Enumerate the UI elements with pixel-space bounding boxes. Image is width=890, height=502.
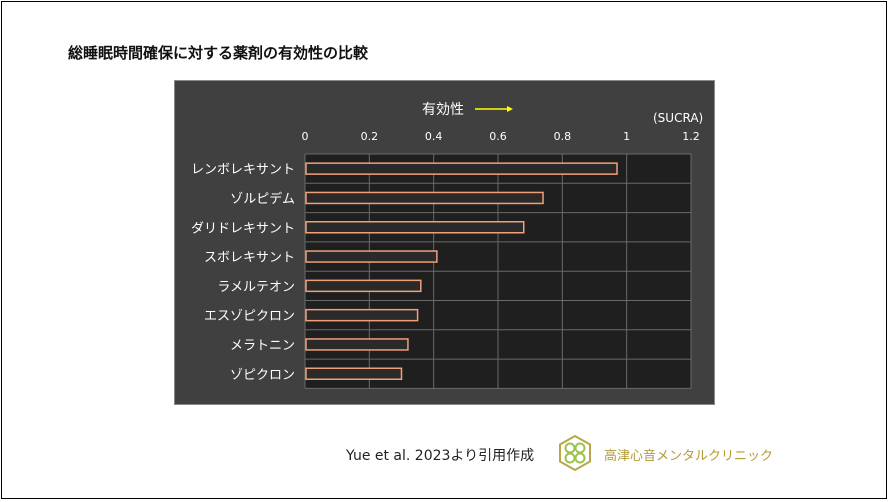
bar xyxy=(305,279,422,293)
chart-title: 有効性 xyxy=(422,102,464,118)
x-tick-label: 0.4 xyxy=(425,130,443,143)
bar xyxy=(305,221,525,234)
category-label: ゾルピデム xyxy=(230,191,295,207)
clover-logo-icon xyxy=(556,434,594,472)
chart-panel: 0 0.2 0.4 0.6 0.8 1 1.2 レンボレキサントゾルピデムダリドレキサントス… xyxy=(174,80,715,405)
x-tick-label: 1 xyxy=(623,130,630,143)
category-label: ゾピクロン xyxy=(230,368,295,383)
grid-lines xyxy=(304,153,692,389)
bars xyxy=(305,162,618,380)
slide-title: 総睡眠時間確保に対する薬剤の有効性の比較 xyxy=(68,44,369,62)
bar xyxy=(305,338,409,351)
category-label: エスゾピクロン xyxy=(204,309,295,324)
bar xyxy=(305,308,419,322)
bar xyxy=(305,367,403,380)
efficacy-arrow-icon xyxy=(475,106,513,112)
bar xyxy=(305,250,438,263)
x-axis-ticks: 0 0.2 0.4 0.6 0.8 1 1.2 xyxy=(302,130,700,143)
x-tick-label: 1.2 xyxy=(682,130,700,143)
category-label: メラトニン xyxy=(230,338,295,353)
x-tick-label: 0.8 xyxy=(554,130,572,143)
category-label: ダリドレキサント xyxy=(191,221,295,236)
clinic-name: 高津心音メンタルクリニック xyxy=(604,449,774,464)
category-label: レンボレキサント xyxy=(191,163,295,178)
category-label: スボレキサント xyxy=(204,251,295,266)
unit-label: (SUCRA) xyxy=(653,111,703,125)
bar xyxy=(305,191,544,205)
x-tick-label: 0.2 xyxy=(361,130,379,143)
category-label: ラメルテオン xyxy=(217,280,295,295)
bar xyxy=(305,162,618,175)
sucra-bar-chart: 0 0.2 0.4 0.6 0.8 1 1.2 レンボレキサントゾルピデムダリドレキサントス… xyxy=(191,102,703,389)
citation-text: Yue et al. 2023より引用作成 xyxy=(346,448,535,464)
x-tick-label: 0 xyxy=(302,130,309,143)
x-tick-label: 0.6 xyxy=(489,130,507,143)
category-labels: レンボレキサントゾルピデムダリドレキサントスボレキサントラメルテオンエスゾピクロ… xyxy=(191,163,295,383)
